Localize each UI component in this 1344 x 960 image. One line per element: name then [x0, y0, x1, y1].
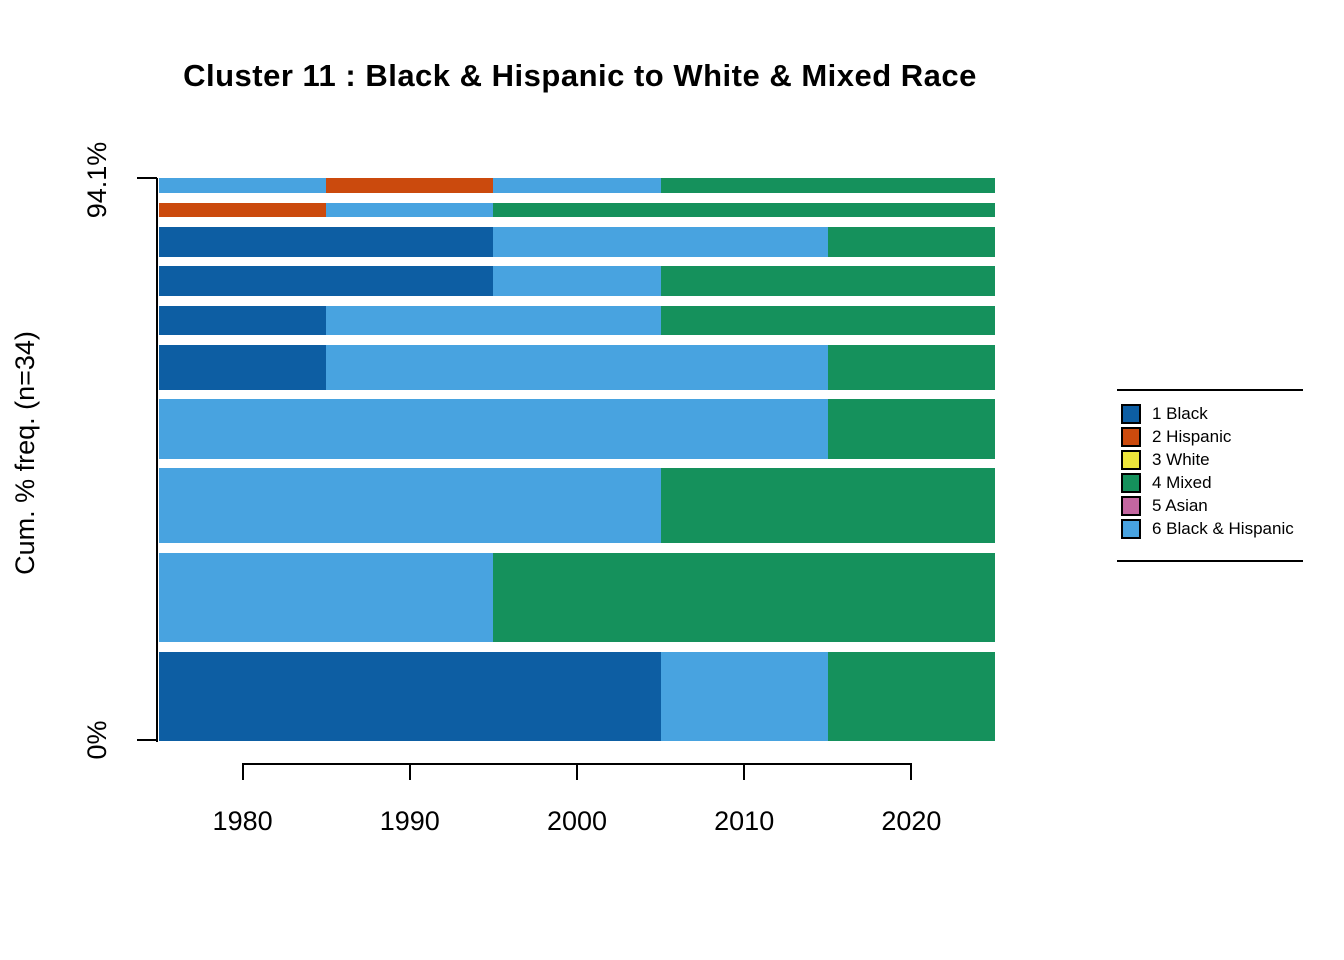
bar-segment	[326, 178, 494, 193]
bar-segment	[660, 651, 828, 741]
bar-segment	[159, 345, 327, 390]
legend-swatch	[1121, 449, 1141, 470]
legend-item-label: 3 White	[1152, 449, 1210, 469]
bar-segment	[493, 226, 828, 257]
chart-title: Cluster 11 : Black & Hispanic to White &…	[183, 58, 977, 93]
legend-item: 6 Black & Hispanic	[1117, 517, 1303, 540]
bar-segment	[493, 552, 995, 642]
bar-segment	[326, 345, 828, 390]
bar-segment	[827, 651, 995, 741]
legend-item-label: 1 Black	[1152, 403, 1208, 423]
bar-segment	[827, 226, 995, 257]
legend-swatch	[1121, 426, 1141, 447]
x-tick	[910, 763, 913, 780]
legend-swatch	[1121, 403, 1141, 424]
bar-segment	[660, 266, 995, 297]
bar-segment	[326, 202, 494, 218]
bar-segment	[326, 305, 661, 336]
y-tick-top	[137, 177, 157, 179]
bar-segment	[159, 202, 327, 218]
x-tick	[576, 763, 578, 780]
sequence-bar	[159, 651, 995, 741]
bar-segment	[827, 345, 995, 390]
legend-item: 1 Black	[1117, 402, 1303, 425]
bar-segment	[493, 178, 661, 193]
legend-item: 3 White	[1117, 448, 1303, 471]
x-tick-label: 2010	[714, 806, 775, 836]
sequence-bar	[159, 552, 995, 642]
x-tick-label: 2020	[881, 806, 942, 836]
sequence-bar	[159, 226, 995, 257]
legend-item-label: 6 Black & Hispanic	[1152, 518, 1294, 538]
bar-segment	[159, 399, 828, 459]
x-tick	[408, 763, 411, 780]
legend-item: 4 Mixed	[1117, 471, 1303, 494]
bar-segment	[159, 178, 327, 193]
sequence-bar	[159, 345, 995, 390]
sequence-bar	[159, 202, 995, 218]
legend: 1 Black 2 Hispanic 3 White 4 Mixed 5 Asi…	[1117, 389, 1303, 562]
legend-swatch	[1121, 495, 1141, 516]
y-tick-bottom	[137, 739, 157, 741]
bar-segment	[159, 651, 661, 741]
bar-segment	[159, 226, 494, 257]
sequence-bar	[159, 178, 995, 193]
bar-segment	[660, 305, 995, 336]
legend-swatch	[1121, 518, 1141, 539]
sequence-bar	[159, 399, 995, 459]
sequence-bar	[159, 266, 995, 297]
y-axis-line	[156, 178, 158, 742]
bar-segment	[159, 552, 494, 642]
sequence-bar	[159, 305, 995, 336]
bar-segment	[493, 202, 995, 218]
bar-segment	[159, 305, 327, 336]
legend-item: 5 Asian	[1117, 494, 1303, 517]
legend-item: 2 Hispanic	[1117, 425, 1303, 448]
bar-segment	[159, 266, 494, 297]
bar-segment	[159, 468, 661, 543]
bar-segment	[660, 468, 995, 543]
x-tick-label: 1990	[379, 806, 440, 836]
legend-item-label: 5 Asian	[1152, 495, 1208, 515]
x-tick-label: 1980	[212, 806, 273, 836]
x-tick	[743, 763, 746, 780]
bar-segment	[493, 266, 661, 297]
sequence-bar	[159, 468, 995, 543]
x-tick-label: 2000	[546, 806, 608, 836]
bar-segment	[660, 178, 995, 193]
legend-swatch	[1121, 472, 1141, 493]
x-tick	[241, 763, 244, 780]
bar-segment	[827, 399, 995, 459]
legend-item-label: 2 Hispanic	[1152, 426, 1232, 446]
legend-item-label: 4 Mixed	[1152, 472, 1212, 492]
